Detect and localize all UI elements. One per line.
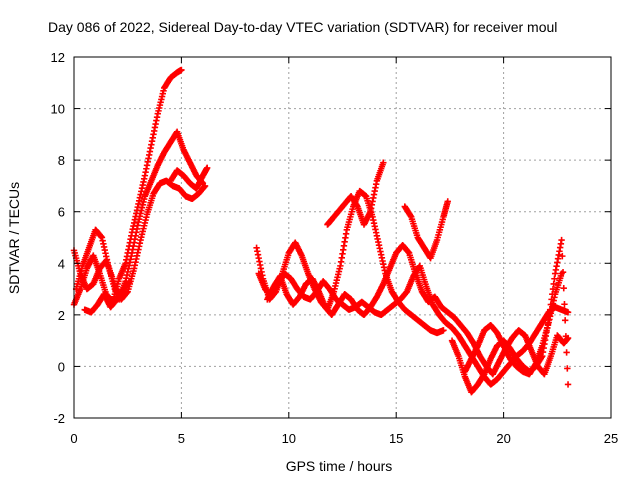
plot-frame: [73, 56, 612, 419]
data-point: [564, 365, 571, 372]
axis-ticks: 0 5 10 15 20 25 -2 0 2 4 6 8 10 12: [51, 50, 619, 446]
series-track-h: [264, 242, 572, 378]
series-track-l: [461, 270, 565, 378]
data-point: [558, 236, 565, 244]
y-tick-label: 4: [58, 256, 65, 271]
data-point: [201, 182, 209, 190]
data-points: [70, 66, 572, 396]
series-track-f: [253, 187, 447, 337]
series-track-d: [81, 278, 134, 316]
x-tick-label: 0: [70, 431, 77, 446]
y-tick-label: 8: [58, 153, 65, 168]
y-tick-label: 2: [58, 308, 65, 323]
data-point: [558, 270, 565, 277]
x-tick-label: 20: [496, 431, 510, 446]
y-tick-label: -2: [53, 411, 65, 426]
series-track-e: [167, 164, 211, 192]
x-tick-label: 15: [389, 431, 403, 446]
y-tick-label: 0: [58, 359, 65, 374]
chart-title: Day 086 of 2022, Sidereal Day-to-day VTE…: [48, 19, 557, 35]
y-tick-label: 10: [51, 102, 65, 117]
series-track-i: [324, 159, 387, 228]
data-point: [380, 159, 387, 166]
x-tick-label: 10: [282, 431, 296, 446]
x-tick-label: 25: [604, 431, 618, 446]
data-point: [440, 327, 447, 334]
series-track-b: [70, 128, 207, 303]
y-tick-label: 6: [58, 205, 65, 220]
data-point: [126, 278, 134, 285]
data-point: [562, 333, 570, 340]
data-point: [564, 381, 572, 388]
x-axis-title: GPS time / hours: [286, 458, 393, 474]
data-point: [564, 309, 572, 316]
y-tick-label: 12: [51, 50, 65, 65]
y-axis-title: SDTVAR / TECUs: [6, 182, 22, 294]
data-point: [563, 349, 570, 356]
data-point: [444, 198, 451, 205]
data-point: [203, 164, 211, 172]
data-point: [559, 252, 566, 260]
series-track-j: [401, 198, 451, 262]
x-tick-label: 5: [178, 431, 185, 446]
data-point: [178, 66, 185, 74]
data-point: [560, 285, 567, 292]
data-point: [561, 301, 568, 308]
data-point: [561, 317, 569, 324]
